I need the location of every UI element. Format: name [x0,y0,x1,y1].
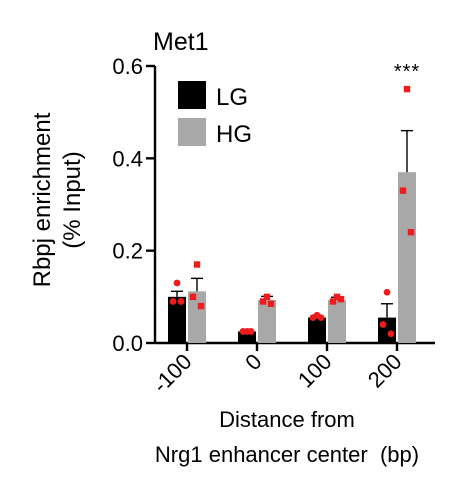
y-tick-label: 0.6 [112,54,143,79]
bar-hg [398,172,416,343]
x-axis-label-line-2: Nrg1 enhancer center (bp) [155,442,419,467]
significance-annotation: *** [394,61,420,83]
data-point [173,279,181,287]
data-point [383,288,391,296]
y-tick-label: 0.0 [112,331,143,356]
data-point [189,293,197,301]
x-axis-label-line-1: Distance from [219,407,355,432]
legend-label-hg: HG [216,121,252,148]
data-point [399,187,407,194]
data-point [379,321,387,328]
bar-lg [238,331,256,343]
data-point [407,229,415,236]
data-point [329,298,337,305]
data-point [337,295,345,303]
legend-swatch-lg [178,81,206,109]
data-point [387,330,395,338]
data-point [317,314,325,322]
data-point [263,293,271,301]
data-point [247,328,255,335]
bar-hg [258,300,276,343]
bar-lg [168,296,186,343]
legend-swatch-hg [178,118,206,146]
data-point [403,85,411,93]
x-tick-label: 0 [240,349,266,375]
plot-area: 0.0 0.2 0.4 0.6 -100 0 100 200 LG HG *** [112,54,435,398]
legend-label-lg: LG [216,84,248,111]
bar-lg [378,317,396,343]
data-point [239,328,247,335]
x-tick-label: 100 [293,349,337,393]
bar-hg [328,300,346,343]
data-point [333,293,341,301]
bar-lg [308,317,326,343]
y-axis-label: Rbpj enrichment (% Input) [29,112,86,287]
chart-title: Met1 [153,28,209,56]
y-tick-label: 0.4 [112,146,143,171]
data-point [259,298,267,305]
y-axis-label-line-1: Rbpj enrichment [29,112,56,287]
x-tick-label: 200 [363,349,407,393]
data-point [177,298,185,305]
y-tick-label: 0.2 [112,239,143,264]
data-point [169,298,177,305]
data-point [267,300,275,307]
data-point [197,302,205,310]
y-axis-label-line-2: (% Input) [59,151,86,248]
data-point [309,314,317,322]
data-point [193,261,201,268]
x-tick-label: -100 [148,349,197,398]
